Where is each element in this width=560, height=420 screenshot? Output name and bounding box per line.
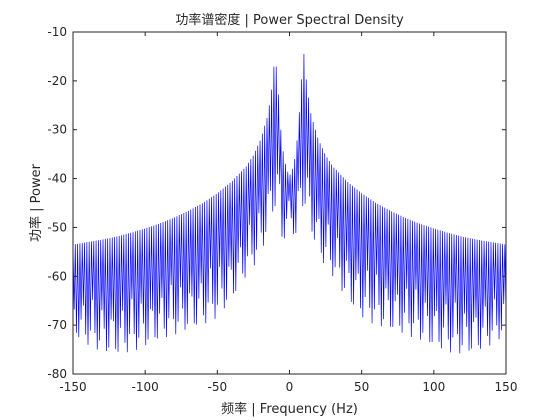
y-tick-label: -60	[47, 269, 67, 283]
x-tick-label: -150	[59, 380, 86, 394]
y-tick-label: -30	[47, 123, 67, 137]
y-tick-label: -40	[47, 172, 67, 186]
x-tick-label: 50	[354, 380, 369, 394]
x-tick-label: 150	[495, 380, 518, 394]
chart-title: 功率谱密度 | Power Spectral Density	[175, 12, 404, 28]
psd-series-line	[72, 53, 507, 354]
y-tick-label: -80	[47, 367, 67, 381]
y-tick-label: -50	[47, 220, 67, 234]
x-tick-label: -100	[132, 380, 159, 394]
x-tick-label: 100	[422, 380, 445, 394]
x-axis-label: 频率 | Frequency (Hz)	[221, 401, 358, 417]
x-axis-ticks: -150 -100 -50 0 50 100 150	[59, 32, 517, 394]
x-tick-label: 0	[286, 380, 294, 394]
y-axis-label: 功率 | Power	[28, 163, 44, 242]
y-axis-ticks: -10 -20 -30 -40 -50 -60 -70 -80	[47, 25, 506, 381]
y-tick-label: -70	[47, 318, 67, 332]
y-tick-label: -20	[47, 74, 67, 88]
x-tick-label: -50	[208, 380, 228, 394]
y-tick-label: -10	[47, 25, 67, 39]
data-layer	[72, 53, 507, 354]
